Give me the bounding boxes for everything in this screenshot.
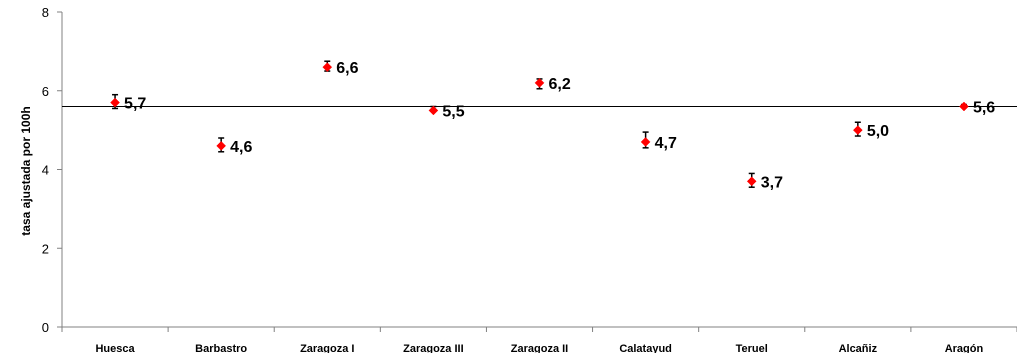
data-label: 4,6 xyxy=(230,139,252,156)
data-point xyxy=(959,101,969,112)
x-tick-label: Zaragoza I xyxy=(300,343,354,353)
data-point xyxy=(852,125,863,135)
x-tick-label: Teruel xyxy=(736,343,768,353)
y-tick-label: 0 xyxy=(42,320,49,335)
y-tick-label: 8 xyxy=(42,5,49,20)
data-point xyxy=(428,105,439,116)
data-point xyxy=(746,176,757,187)
data-point xyxy=(216,141,227,151)
x-tick-label: Alcañiz xyxy=(839,343,878,353)
y-axis-title: tasa ajustada por 100h xyxy=(19,106,33,235)
x-tick-label: Zaragoza II xyxy=(511,343,568,353)
data-label: 5,5 xyxy=(442,103,464,120)
data-label: 6,2 xyxy=(549,76,571,93)
data-point xyxy=(534,78,545,88)
data-point xyxy=(110,97,120,108)
data-point xyxy=(640,137,651,147)
x-tick-label: Aragón xyxy=(945,343,984,353)
x-tick-label: Calatayud xyxy=(619,343,672,353)
y-tick-label: 6 xyxy=(42,84,49,99)
data-label: 6,6 xyxy=(336,60,358,77)
y-tick-label: 4 xyxy=(42,163,49,178)
data-label: 5,7 xyxy=(124,96,146,113)
x-tick-label: Zaragoza III xyxy=(403,343,464,353)
data-label: 4,7 xyxy=(655,135,677,152)
x-tick-label: Barbastro xyxy=(195,343,247,353)
data-label: 5,0 xyxy=(867,123,889,140)
data-label: 5,6 xyxy=(973,100,995,117)
data-point xyxy=(322,62,333,72)
data-label: 3,7 xyxy=(761,174,783,191)
y-tick-label: 2 xyxy=(42,241,49,256)
x-tick-label: Huesca xyxy=(95,343,135,353)
